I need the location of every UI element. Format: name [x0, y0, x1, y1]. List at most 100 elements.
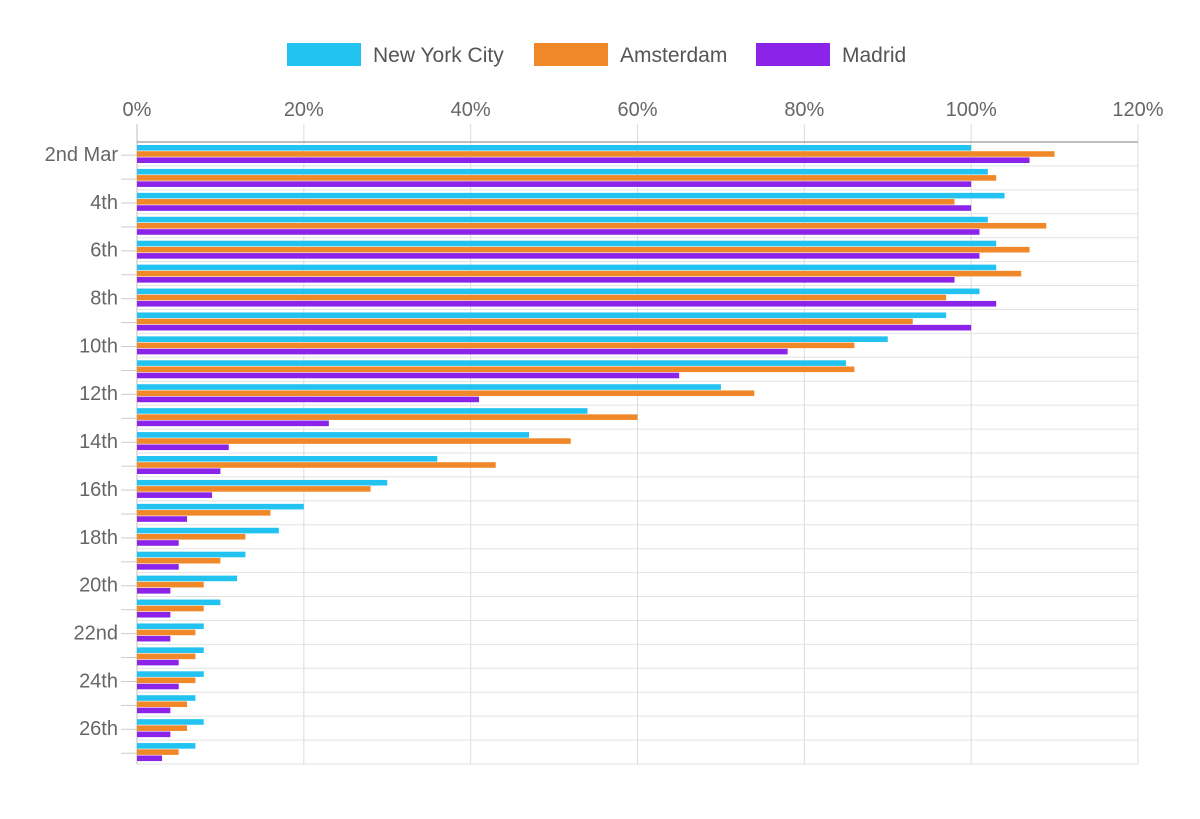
- legend-swatch: [534, 43, 608, 66]
- bar: [137, 396, 480, 403]
- bar: [137, 294, 947, 301]
- y-tick-label: 8th: [90, 288, 118, 310]
- bar: [137, 372, 680, 379]
- x-tick-label: 60%: [617, 99, 657, 121]
- bar: [137, 623, 204, 630]
- bar: [137, 229, 980, 235]
- y-tick-label: 22nd: [74, 622, 119, 644]
- bar: [137, 516, 188, 522]
- bar: [137, 151, 1055, 157]
- bar: [137, 300, 997, 307]
- bar: [137, 581, 204, 588]
- y-tick-label: 12th: [79, 383, 118, 405]
- bar: [137, 527, 279, 534]
- y-tick-label: 24th: [79, 670, 118, 692]
- bar: [137, 479, 388, 486]
- bar: [137, 246, 1030, 253]
- bar: [137, 192, 1005, 199]
- y-tick-label: 6th: [90, 240, 118, 262]
- bar: [137, 432, 530, 438]
- bar: [137, 468, 221, 474]
- bar: [137, 749, 179, 755]
- bar: [137, 168, 988, 175]
- bar: [137, 384, 721, 390]
- bar: [137, 659, 179, 666]
- y-tick-label: 16th: [79, 479, 118, 501]
- bar: [137, 336, 888, 342]
- y-axis: 2nd Mar 4th 6th 8th 10th 12th 14th 16th 18th 20th…: [45, 144, 137, 754]
- bar: [137, 719, 204, 725]
- bar: [137, 390, 755, 397]
- bar: [137, 677, 196, 684]
- bar: [137, 605, 204, 612]
- bar: [137, 438, 571, 444]
- bar: [137, 588, 171, 594]
- bar: [137, 444, 229, 451]
- bar: [137, 731, 171, 738]
- bar: [137, 551, 246, 558]
- bar: [137, 701, 188, 708]
- bar: [137, 635, 171, 642]
- bar: [137, 324, 972, 331]
- bar: [137, 342, 855, 349]
- y-tick-label: 4th: [90, 192, 118, 214]
- bar: [137, 647, 204, 653]
- bar: [137, 312, 947, 319]
- legend-swatch: [287, 43, 361, 66]
- bar: [137, 599, 221, 606]
- bar: [137, 755, 163, 762]
- legend-label: Amsterdam: [620, 44, 727, 67]
- x-tick-label: 80%: [784, 99, 824, 121]
- bar: [137, 222, 1047, 229]
- bar: [137, 181, 972, 187]
- bar: [137, 575, 238, 582]
- bar: [137, 492, 213, 498]
- bar: [137, 205, 972, 211]
- bar: [137, 725, 188, 731]
- y-tick-label: 2nd Mar: [45, 144, 119, 166]
- bar: [137, 653, 196, 660]
- bar: [137, 199, 955, 205]
- bar: [137, 557, 221, 564]
- bar: [137, 707, 171, 714]
- bar: [137, 462, 496, 468]
- bar: [137, 366, 855, 373]
- legend-swatch: [756, 43, 830, 66]
- y-tick-label: 18th: [79, 527, 118, 549]
- bar: [137, 671, 204, 677]
- bar: [137, 288, 980, 295]
- bar: [137, 414, 638, 420]
- bar: [137, 564, 179, 570]
- x-tick-label: 0%: [123, 99, 152, 121]
- x-tick-label: 120%: [1112, 99, 1163, 121]
- bar: [137, 533, 246, 540]
- bar: [137, 216, 988, 223]
- bar: [137, 157, 1030, 163]
- bar: [137, 683, 179, 690]
- y-tick-label: 10th: [79, 335, 118, 357]
- bar: [137, 175, 997, 181]
- bar: [137, 348, 788, 355]
- bar: [137, 408, 588, 414]
- bar: [137, 277, 955, 283]
- bar: [137, 611, 171, 618]
- bar: [137, 503, 304, 510]
- legend: New York City Amsterdam Madrid: [287, 43, 906, 67]
- bar: [137, 510, 271, 516]
- bar: [137, 145, 972, 151]
- x-axis: 0% 20% 40% 60% 80% 100% 120%: [123, 99, 1164, 121]
- bar: [137, 420, 329, 427]
- y-tick-label: 26th: [79, 718, 118, 740]
- legend-label: New York City: [373, 44, 504, 67]
- bar: [137, 360, 847, 366]
- bar: [137, 240, 997, 247]
- x-tick-label: 20%: [284, 99, 324, 121]
- x-tick-label: 40%: [451, 99, 491, 121]
- bar: [137, 695, 196, 701]
- bar: [137, 318, 913, 325]
- bar: [137, 486, 371, 492]
- bar: [137, 629, 196, 636]
- bars: [137, 145, 1055, 762]
- bar: [137, 540, 179, 546]
